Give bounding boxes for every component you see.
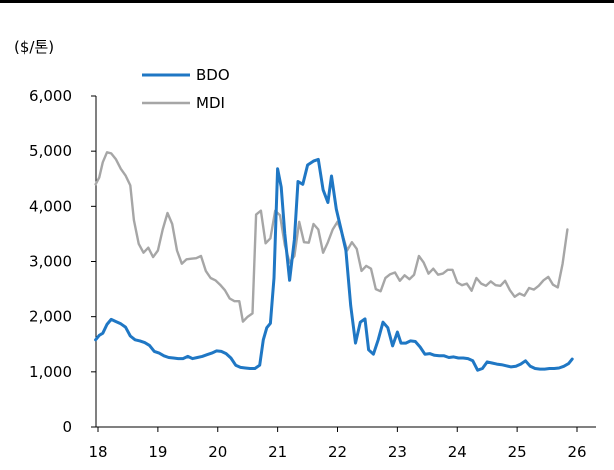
legend-label-bdo: BDO: [196, 66, 230, 84]
series-line-mdi: [94, 151, 569, 323]
x-tick-label: 22: [328, 443, 347, 461]
series-line-bdo: [94, 157, 574, 372]
top-rule: [0, 0, 614, 3]
y-tick-label: 4,000: [29, 197, 72, 215]
legend: BDO MDI: [142, 66, 230, 112]
series-lines: [94, 151, 574, 372]
x-tick-label: 18: [88, 443, 107, 461]
x-tick-label: 23: [388, 443, 407, 461]
x-tick-label: 19: [148, 443, 167, 461]
x-tick-label: 26: [567, 443, 586, 461]
axes: 0 1,000 2,000 3,000 4,000 5,000 6,000 18 19 20 21 2…: [29, 87, 596, 461]
y-tick-label: 0: [62, 418, 72, 436]
x-tick-label: 21: [268, 443, 287, 461]
x-tick-label: 25: [508, 443, 527, 461]
y-unit-label: ($/톤): [14, 38, 54, 56]
legend-label-mdi: MDI: [196, 94, 225, 112]
y-tick-label: 1,000: [29, 363, 72, 381]
y-tick-label: 2,000: [29, 308, 72, 326]
y-tick-label: 6,000: [29, 87, 72, 105]
y-tick-label: 3,000: [29, 253, 72, 271]
y-tick-label: 5,000: [29, 142, 72, 160]
x-tick-label: 24: [448, 443, 467, 461]
x-tick-label: 20: [208, 443, 227, 461]
